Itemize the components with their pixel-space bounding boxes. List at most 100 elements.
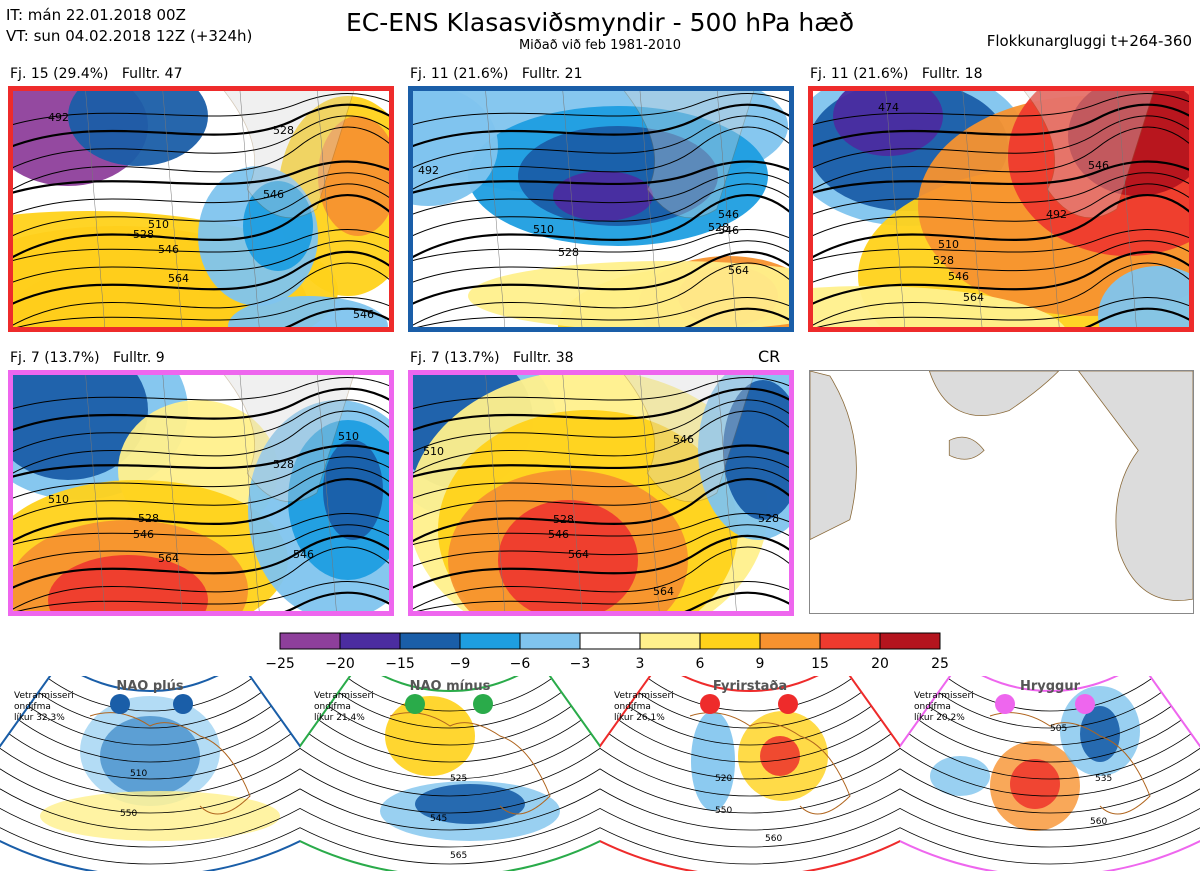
height-contour: [408, 103, 794, 150]
contour-label: 528: [133, 228, 154, 241]
anomaly-area: [243, 181, 313, 271]
colorbar-segment: [519, 632, 581, 650]
land-mass: [219, 370, 356, 503]
regime-anomaly: [760, 736, 800, 776]
panel-svg: 510 528 546 564 564 546 528: [408, 370, 794, 616]
colorbar-tick-label: −6: [510, 656, 531, 672]
regime-name: Fyrirstaða: [713, 679, 787, 694]
contour-label: 564: [168, 272, 189, 285]
height-contour: [408, 93, 794, 127]
contour-label: 510: [533, 223, 554, 236]
panel-frame: [8, 370, 394, 616]
regime-contour-label: 510: [130, 769, 147, 779]
regime-marker: [995, 694, 1015, 714]
contour-label: 528: [933, 254, 954, 267]
regime-contour: [567, 766, 933, 831]
height-contour: [408, 250, 794, 308]
regime-contour: [919, 699, 1181, 746]
contour-label: 546: [353, 308, 374, 321]
contour-label: 492: [1046, 208, 1067, 221]
height-contour: [8, 387, 394, 434]
regime-contour: [619, 699, 881, 746]
regime-marker: [778, 694, 798, 714]
land-mass: [810, 371, 857, 541]
height-contour: [808, 250, 1194, 308]
colorbar-svg: −25 −20 −15 −9 −6 −3 3 6 9 15 20 25: [265, 632, 949, 672]
regime-contour: [0, 766, 333, 831]
meridian: [884, 86, 906, 332]
height-contour: [808, 194, 1194, 262]
regime-contour-label: 520: [715, 774, 732, 784]
meridian: [716, 86, 738, 332]
panel-2-label: Fj. 11 (21.6%) Fulltr. 21: [410, 66, 583, 82]
height-contour: [808, 172, 1194, 217]
colorbar-segment: [339, 632, 401, 650]
height-contour: [808, 93, 1194, 127]
height-contour: [808, 160, 1194, 196]
colorbar-tick-label: 20: [871, 656, 889, 672]
regime-contour: [288, 739, 612, 797]
land-mass: [1078, 371, 1193, 601]
colorbar-tick-label: 15: [811, 656, 829, 672]
regime-contour: [930, 686, 1170, 729]
height-contour: [408, 513, 794, 547]
regime-contour: [888, 739, 1200, 797]
height-contour: [408, 194, 794, 262]
classification-window: Flokkunargluggi t+264-360: [986, 32, 1192, 50]
regime-anomaly: [930, 756, 990, 796]
meridian: [316, 370, 338, 616]
height-contour: [408, 262, 794, 329]
height-contour: [8, 194, 394, 262]
contour-label: 564: [728, 264, 749, 277]
height-contour: [8, 172, 394, 217]
regime-nao-plus: NAO plús Vetrarmisseri ondjfma líkur 32,3% 5…: [0, 660, 349, 875]
regime-contour: [298, 726, 602, 780]
height-contour: [408, 172, 794, 217]
contour-label: 546: [718, 208, 739, 221]
regime-stat: Vetrarmisseri: [14, 691, 74, 701]
colorbar-tick-label: 25: [931, 656, 949, 672]
meridian: [1039, 86, 1060, 332]
regime-contour: [0, 726, 302, 780]
contour-label: 564: [963, 291, 984, 304]
land-mass: [619, 370, 756, 503]
height-contour: [408, 467, 794, 523]
regime-contour: [309, 712, 591, 763]
contour-label: 492: [418, 164, 439, 177]
coastline: [89, 712, 251, 815]
height-contour: [408, 240, 794, 285]
contour-label: 564: [653, 585, 674, 598]
regime-anomaly: [40, 791, 280, 841]
regime-contour: [898, 726, 1200, 780]
regime-anomaly: [1080, 706, 1120, 762]
regime-stat: ondjfma: [14, 702, 51, 712]
regime-marker: [405, 694, 425, 714]
height-contour: [808, 103, 1194, 150]
panel-frame: [8, 86, 394, 332]
height-contour: [8, 250, 394, 308]
height-contour: [408, 581, 794, 615]
height-contour: [8, 534, 394, 592]
contour-label: 564: [568, 548, 589, 561]
height-contour: [8, 229, 394, 263]
regime-stat: líkur 21,4%: [314, 713, 365, 723]
height-contour: [8, 410, 394, 477]
regime-marker: [700, 694, 720, 714]
panel-1-label: Fj. 15 (29.4%) Fulltr. 47: [10, 66, 183, 82]
meridian: [962, 86, 983, 332]
colorbar-segment: [879, 632, 941, 650]
height-contour: [808, 240, 1194, 285]
meridian: [239, 86, 260, 332]
regime-contour: [256, 779, 644, 848]
regime-stat: líkur 32,3%: [14, 713, 65, 723]
colorbar-tick-label: −20: [325, 656, 355, 672]
height-contour: [8, 456, 394, 501]
meridian: [484, 86, 506, 332]
regime-frame: [0, 660, 349, 875]
regime-contour: [598, 726, 902, 780]
panel-5-label: Fj. 7 (13.7%) Fulltr. 38: [410, 350, 574, 366]
colorbar-tick-label: −25: [265, 656, 295, 672]
cluster-map-panel-3: 474 492 510 528 546 546 564: [808, 86, 1194, 332]
contour-label: 546: [158, 243, 179, 256]
